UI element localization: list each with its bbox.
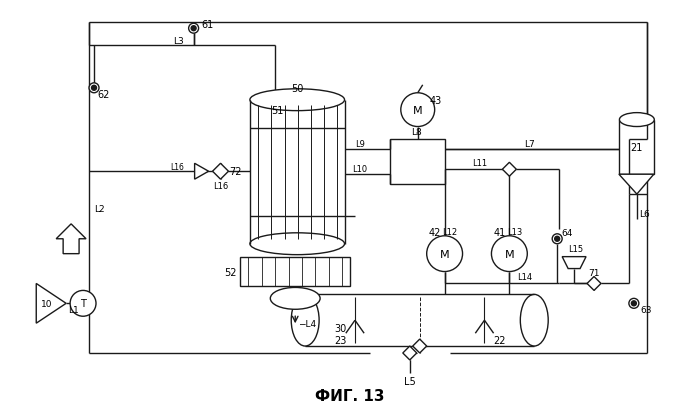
Text: L3: L3 xyxy=(174,36,184,45)
Circle shape xyxy=(191,27,196,31)
Circle shape xyxy=(70,291,96,317)
Polygon shape xyxy=(587,277,601,291)
Polygon shape xyxy=(413,339,427,353)
Text: L2: L2 xyxy=(94,205,104,214)
Text: M: M xyxy=(413,106,423,115)
Text: 63: 63 xyxy=(640,305,652,314)
Circle shape xyxy=(401,94,435,127)
Text: L7: L7 xyxy=(524,139,535,148)
Text: L9: L9 xyxy=(355,139,365,148)
Polygon shape xyxy=(562,257,586,269)
Circle shape xyxy=(554,237,560,242)
Text: M: M xyxy=(440,249,449,259)
Text: 42: 42 xyxy=(428,227,441,237)
Text: −L4: −L4 xyxy=(298,319,316,328)
Text: 30: 30 xyxy=(334,324,346,333)
Circle shape xyxy=(89,83,99,94)
Text: L6: L6 xyxy=(640,210,650,219)
Circle shape xyxy=(188,24,199,34)
Circle shape xyxy=(92,86,97,91)
Text: 50: 50 xyxy=(291,83,303,94)
Text: L10: L10 xyxy=(352,164,368,173)
Circle shape xyxy=(552,234,562,244)
Circle shape xyxy=(629,299,639,308)
Bar xyxy=(390,140,444,185)
Polygon shape xyxy=(402,346,416,360)
Text: 71: 71 xyxy=(588,268,600,277)
Ellipse shape xyxy=(250,90,344,111)
Polygon shape xyxy=(503,163,517,177)
Text: L16: L16 xyxy=(171,162,185,171)
Text: L8: L8 xyxy=(412,128,422,137)
Text: 64: 64 xyxy=(561,229,573,238)
Ellipse shape xyxy=(620,113,654,127)
Ellipse shape xyxy=(250,233,344,255)
Circle shape xyxy=(631,301,636,306)
Ellipse shape xyxy=(270,288,320,310)
Polygon shape xyxy=(56,224,86,254)
Ellipse shape xyxy=(520,294,548,346)
Text: 10: 10 xyxy=(41,299,52,308)
Text: L12: L12 xyxy=(442,228,457,237)
Polygon shape xyxy=(36,284,66,324)
Text: 43: 43 xyxy=(430,95,442,106)
Text: 51: 51 xyxy=(271,106,284,115)
Text: 41: 41 xyxy=(494,227,505,237)
Text: ФИГ. 13: ФИГ. 13 xyxy=(315,388,385,403)
Text: 21: 21 xyxy=(631,143,643,153)
Circle shape xyxy=(427,236,463,272)
Polygon shape xyxy=(195,164,209,180)
Text: L1: L1 xyxy=(68,305,78,314)
Polygon shape xyxy=(213,164,228,180)
Text: L11: L11 xyxy=(472,158,487,167)
Text: T: T xyxy=(80,299,86,308)
Text: 61: 61 xyxy=(202,20,214,30)
Text: L14: L14 xyxy=(517,272,532,281)
Bar xyxy=(240,257,350,287)
Polygon shape xyxy=(619,175,654,195)
Text: L15: L15 xyxy=(568,245,584,254)
Text: L16: L16 xyxy=(213,181,228,190)
Text: 22: 22 xyxy=(494,335,505,345)
Text: 62: 62 xyxy=(98,90,110,99)
Text: 23: 23 xyxy=(334,335,346,345)
Text: 72: 72 xyxy=(229,167,241,177)
Text: L5: L5 xyxy=(404,376,416,386)
Text: L13: L13 xyxy=(507,228,522,237)
Ellipse shape xyxy=(291,294,319,346)
Text: 52: 52 xyxy=(224,267,237,277)
Text: M: M xyxy=(505,249,514,259)
Circle shape xyxy=(491,236,527,272)
Bar xyxy=(619,120,654,175)
